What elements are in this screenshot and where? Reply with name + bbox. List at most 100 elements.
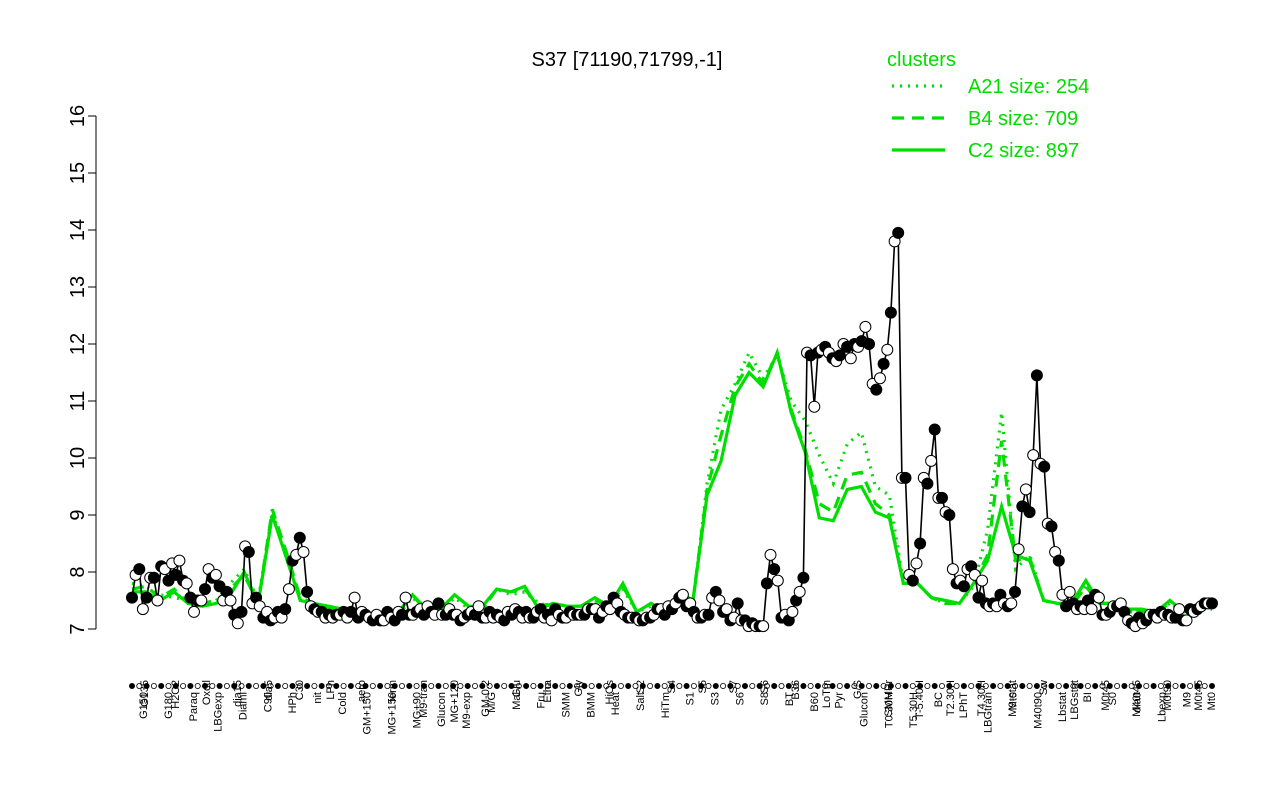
x-tick-label: B60: [809, 692, 821, 712]
rug-mark: [785, 683, 792, 690]
rug-mark: [1092, 683, 1099, 690]
x-tick-label: HiOs: [604, 680, 616, 705]
sample-point: [921, 477, 934, 490]
x-tick-label: Glu: [511, 680, 523, 697]
rug-mark: [318, 683, 325, 690]
rug-mark: [953, 683, 960, 690]
rug-mark: [274, 683, 281, 690]
sample-rug: [128, 683, 1216, 690]
rug-mark: [749, 683, 756, 690]
sample-point: [863, 338, 875, 350]
x-tick-label: S2: [635, 680, 647, 693]
x-tick-label: M0t45: [1100, 680, 1112, 711]
rug-mark: [420, 683, 427, 690]
x-tick-label: LBGexp: [213, 692, 225, 732]
rug-mark: [223, 683, 230, 690]
y-tick-label: 16: [67, 105, 89, 127]
rug-mark: [647, 683, 654, 690]
rug-mark: [194, 683, 201, 690]
sample-point: [126, 591, 138, 604]
rug-mark: [1114, 683, 1121, 690]
rug-mark: [471, 683, 478, 690]
x-tick-label: C90: [262, 692, 274, 712]
rug-mark: [428, 683, 435, 690]
rug-mark: [311, 683, 318, 690]
x-tick-label: LBGtran: [983, 692, 995, 733]
rug-mark: [873, 683, 880, 690]
sample-point: [1038, 460, 1051, 473]
y-tick-label: 10: [67, 447, 89, 469]
sample-point: [943, 509, 956, 521]
sample-point: [151, 594, 164, 607]
x-tick-label: Gly: [573, 680, 585, 697]
sample-point: [195, 594, 208, 607]
x-tick-label: S5: [697, 680, 709, 693]
rug-mark: [304, 683, 311, 690]
sample-point: [133, 563, 146, 576]
rug-mark: [333, 683, 340, 690]
x-tick-label: LPhT: [958, 692, 970, 719]
x-tick-labels: G135 H2O2 Oxctl dia15 dia5 C30 LPh aero ferm M9-t…: [138, 679, 1218, 734]
rug-mark: [617, 683, 624, 690]
rug-mark: [968, 683, 975, 690]
rug-mark: [523, 683, 530, 690]
rug-mark: [537, 683, 544, 690]
x-tick-label: S6: [734, 692, 746, 705]
rug-mark: [902, 683, 909, 690]
x-tick-label: Sw: [1038, 680, 1050, 695]
rug-mark: [464, 683, 471, 690]
x-tick-label: G150: [138, 692, 150, 719]
x-tick-label: Mt0: [1206, 692, 1218, 710]
x-tick-label: Paraq: [188, 692, 200, 721]
x-tick-label: T2.30H: [945, 680, 957, 716]
sample-point: [1180, 614, 1193, 627]
sample-point: [140, 591, 153, 604]
sample-point: [188, 605, 200, 618]
rug-mark: [895, 683, 902, 690]
sample-point: [293, 531, 306, 544]
x-tick-label: M40t45: [1131, 680, 1143, 717]
rug-mark: [661, 683, 668, 690]
rug-mark: [720, 683, 727, 690]
x-tick-label: HPh: [287, 692, 299, 713]
rug-mark: [457, 683, 464, 690]
legend-label-1: A21 size: 254: [968, 76, 1089, 98]
sample-point: [1092, 591, 1105, 604]
x-tick-label: BT: [784, 692, 796, 706]
x-tick-label: T0.30H: [883, 692, 895, 728]
sample-point: [1052, 554, 1065, 567]
rug-mark: [1055, 683, 1062, 690]
rug-mark: [829, 683, 836, 690]
rug-mark: [844, 683, 851, 690]
y-tick-label: 7: [67, 623, 89, 634]
rug-mark: [632, 683, 639, 690]
rug-mark: [800, 683, 807, 690]
rug-mark: [384, 683, 391, 690]
legend-title: clusters: [887, 49, 956, 71]
rug-mark: [1048, 683, 1055, 690]
rug-mark: [530, 683, 537, 690]
x-tick-label: SMMPr: [883, 680, 895, 717]
rug-mark: [515, 683, 522, 690]
x-tick-label: Lbexp: [1157, 692, 1169, 722]
x-tick-label: Mt0: [1008, 692, 1020, 710]
sample-polyline: [131, 232, 1212, 628]
x-tick-label: Mal: [511, 692, 523, 710]
x-tick-label: Diami: [238, 692, 250, 720]
sample-point: [771, 574, 784, 587]
rug-mark: [1033, 683, 1040, 690]
sample-point: [764, 548, 777, 561]
sample-point: [720, 603, 733, 616]
x-tick-label: Fru: [536, 692, 548, 709]
rug-mark: [625, 683, 632, 690]
x-tick-label: S1: [685, 692, 697, 705]
rug-mark: [690, 683, 697, 690]
rug-mark: [406, 683, 413, 690]
rug-mark: [858, 683, 865, 690]
rug-mark: [442, 683, 449, 690]
rug-mark: [566, 683, 573, 690]
sample-point: [348, 591, 361, 604]
rug-mark: [245, 683, 252, 690]
rug-mark: [1143, 683, 1150, 690]
